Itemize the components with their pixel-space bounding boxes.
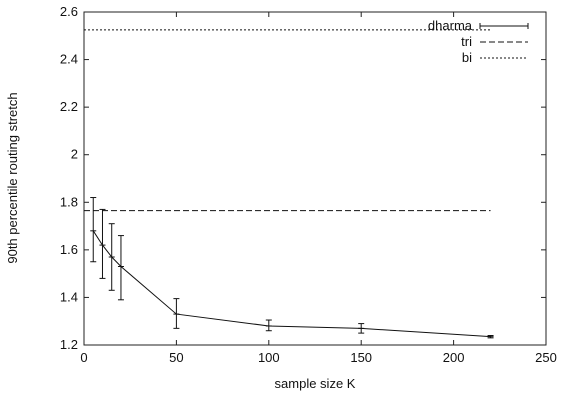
y-tick-label: 1.6 [60, 242, 78, 257]
x-tick-label: 50 [169, 350, 183, 365]
y-tick-label: 2 [71, 147, 78, 162]
series-line-dharma [92, 230, 491, 338]
x-axis-ticks: 0 50 100 150 200 250 [80, 12, 557, 365]
y-tick-label: 2.4 [60, 52, 78, 67]
legend-label-tri: tri [461, 34, 472, 49]
legend-label-bi: bi [462, 50, 472, 65]
x-axis-label: sample size K [275, 376, 356, 391]
x-tick-label: 150 [350, 350, 372, 365]
y-axis-label: 90th percentile routing stretch [5, 92, 20, 263]
y-tick-label: 2.2 [60, 99, 78, 114]
y-tick-label: 1.8 [60, 194, 78, 209]
x-tick-label: 200 [443, 350, 465, 365]
y-tick-label: 2.6 [60, 4, 78, 19]
plot-frame [83, 11, 547, 346]
y-tick-label: 1.4 [60, 289, 78, 304]
x-tick-label: 100 [258, 350, 280, 365]
series-layer [84, 29, 494, 339]
x-tick-label: 250 [535, 350, 557, 365]
legend-label-dharma: dharma [428, 18, 473, 33]
x-tick-label: 0 [80, 350, 87, 365]
y-tick-label: 1.2 [60, 337, 78, 352]
y-axis-ticks: 1.2 1.4 1.6 1.8 2 2.2 2.4 2.6 [60, 4, 546, 352]
